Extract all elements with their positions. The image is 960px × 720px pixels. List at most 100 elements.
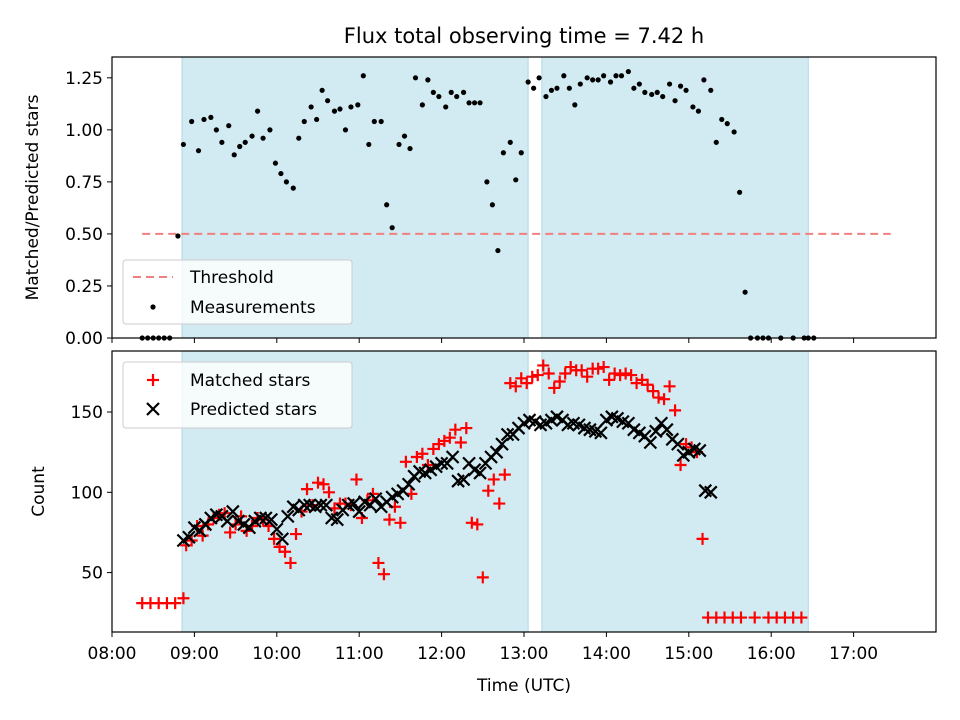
measurement-point xyxy=(180,141,187,148)
measurement-point xyxy=(737,189,743,195)
top-panel-x-ticks xyxy=(111,338,855,343)
measurement-point xyxy=(384,202,390,208)
matched-star-point xyxy=(372,556,385,569)
x-tick-label: 08:00 xyxy=(88,644,137,664)
measurement-point xyxy=(301,118,307,125)
matched-star-point xyxy=(366,487,379,500)
measurement-point xyxy=(314,116,320,123)
measurement-point xyxy=(226,123,232,129)
matched-star-point xyxy=(498,468,511,481)
matched-star-point xyxy=(317,478,330,491)
matched-star-point xyxy=(399,455,412,468)
measurement-point xyxy=(595,77,601,83)
measurement-point xyxy=(249,133,255,139)
measurement-point xyxy=(267,127,273,133)
measurement-point xyxy=(636,81,642,87)
matched-star-point xyxy=(301,483,314,496)
predicted-star-point xyxy=(352,504,366,519)
matched-star-point xyxy=(608,367,621,380)
matched-star-point xyxy=(471,518,484,531)
matched-star-point xyxy=(748,611,761,624)
measurement-point xyxy=(443,104,449,110)
matched-star-point xyxy=(641,378,654,391)
measurement-point xyxy=(189,118,195,125)
shaded-interval xyxy=(541,56,809,339)
measurement-point xyxy=(436,93,442,100)
y-tick-label: 0.50 xyxy=(65,225,103,245)
top-legend-box xyxy=(122,259,353,325)
matched-star-point xyxy=(284,556,297,569)
measurement-point xyxy=(348,104,354,110)
matched-star-point xyxy=(460,422,473,435)
measurement-point xyxy=(590,77,596,83)
matched-star-point xyxy=(322,486,335,499)
matched-star-point xyxy=(394,516,407,529)
measurement-point xyxy=(231,152,237,158)
matched-star-point xyxy=(169,597,182,610)
measurement-point xyxy=(548,87,555,93)
matched-star-point xyxy=(603,373,616,386)
matched-star-point xyxy=(312,476,324,489)
measurement-point xyxy=(566,85,572,91)
matched-star-point xyxy=(224,526,237,539)
shaded-interval xyxy=(541,350,809,633)
matched-star-point xyxy=(465,516,478,529)
measurement-point xyxy=(477,100,483,106)
measurement-point xyxy=(649,91,655,98)
matched-star-point xyxy=(537,359,550,372)
measurement-point xyxy=(360,73,366,79)
bottom-legend-box xyxy=(122,361,353,429)
measurement-point xyxy=(175,233,181,239)
matched-star-point xyxy=(290,528,303,541)
predicted-star-point xyxy=(253,511,268,525)
bottom-panel-x-ticks: 08:00 09:00 10:00 11:00 12:00 13:00 14:00 15:00… xyxy=(88,632,878,664)
measurement-point xyxy=(731,129,737,135)
measurement-point xyxy=(513,177,519,183)
y-tick-label: 1.00 xyxy=(65,121,103,141)
matched-star-point xyxy=(548,381,561,394)
measurement-point xyxy=(419,102,425,108)
measurement-point xyxy=(371,118,377,125)
y-tick-label: 0.25 xyxy=(65,277,103,297)
top-legend: Threshold Measurements xyxy=(122,259,353,325)
matched-star-point xyxy=(647,385,660,398)
matched-star-point xyxy=(592,362,605,375)
measurement-point xyxy=(724,121,730,127)
predicted-star-point xyxy=(489,445,504,459)
predicted-star-point xyxy=(594,426,608,440)
measurement-point xyxy=(195,148,202,154)
measurement-point xyxy=(272,160,279,166)
y-tick-label: 150 xyxy=(71,403,103,423)
matched-star-point xyxy=(449,423,462,436)
measurement-point xyxy=(713,139,719,145)
matched-star-point xyxy=(383,513,396,526)
x-tick-label: 14:00 xyxy=(582,644,631,664)
matched-star-point xyxy=(669,404,682,417)
matched-star-point xyxy=(377,568,390,581)
x-tick-label: 11:00 xyxy=(335,644,384,664)
bottom-legend: Matched stars Predicted stars xyxy=(122,361,353,429)
matched-star-point xyxy=(443,431,456,444)
measurement-point xyxy=(489,202,496,208)
measurement-point xyxy=(531,85,537,91)
measurement-point xyxy=(283,179,290,185)
measurement-point xyxy=(507,139,513,145)
predicted-star-point xyxy=(643,435,658,450)
matched-star-point xyxy=(268,532,281,545)
matched-star-point xyxy=(350,473,363,486)
matched-star-point xyxy=(559,367,572,380)
matched-star-point xyxy=(795,611,808,624)
chart-title: Flux total observing time = 7.42 h xyxy=(344,24,704,48)
y-tick-label: 1.25 xyxy=(65,69,103,89)
measurement-point xyxy=(525,79,531,85)
measurement-point xyxy=(407,145,413,152)
matched-star-point xyxy=(575,364,588,377)
measurement-point xyxy=(618,73,625,79)
predicted-star-point xyxy=(264,512,279,527)
predicted-star-point xyxy=(500,427,515,442)
measurement-point xyxy=(695,108,702,114)
predicted-star-point xyxy=(330,512,345,527)
top-panel: 0.00 0.25 0.50 0.75 1.00 1.25 Matched/Predict… xyxy=(23,56,937,349)
predicted-star-point xyxy=(660,422,674,437)
